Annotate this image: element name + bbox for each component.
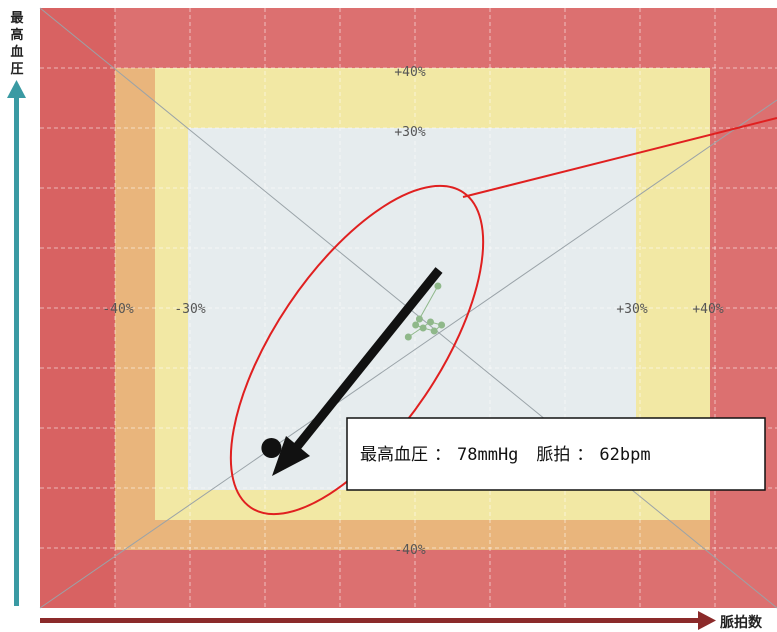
y-axis-bar	[14, 96, 19, 606]
label-right-30: +30%	[616, 302, 647, 317]
label-top-40: +40%	[394, 65, 425, 80]
data-point	[438, 321, 446, 329]
trend-arrow-head	[272, 436, 310, 476]
diagonal-2	[39, 99, 777, 609]
callout-pulse-label: 脈拍	[536, 445, 570, 465]
label-bottom-40: -40%	[394, 543, 425, 558]
current-reading-point	[261, 438, 282, 458]
label-left-30: -30%	[174, 302, 205, 317]
y-axis-arrowhead	[7, 80, 26, 98]
callout-pulse-value: 62bpm	[599, 445, 650, 465]
y-axis-label-char-2: 高	[10, 27, 23, 43]
data-point	[427, 318, 434, 326]
data-point	[419, 324, 427, 332]
callout-sep-2: ：	[576, 445, 593, 465]
x-axis-arrowhead	[698, 611, 716, 630]
data-point	[430, 327, 438, 335]
callout-connector	[462, 117, 777, 198]
x-axis-bar	[40, 618, 700, 623]
callout-box	[346, 417, 766, 491]
y-axis-label-char-4: 圧	[10, 62, 23, 77]
label-top-30: +30%	[394, 125, 425, 140]
y-axis-label-char-1: 最	[10, 11, 24, 26]
x-axis-label: 脈拍数	[720, 614, 763, 631]
callout-sep-1: ：	[434, 445, 451, 465]
callout-bp-value: 78mmHg	[457, 445, 518, 465]
trend-arrow-shaft	[292, 267, 443, 451]
label-left-40: -40%	[102, 302, 133, 317]
callout-text: 最高血圧 ： 78mmHg 脈拍 ： 62bpm	[360, 445, 651, 465]
label-right-40: +40%	[692, 302, 723, 317]
data-point	[434, 282, 442, 290]
grid-lines	[40, 8, 777, 608]
data-point	[404, 333, 412, 341]
callout-bp-label: 最高血圧	[360, 445, 428, 465]
y-axis-label: 最 高 血 圧	[10, 11, 24, 77]
highlight-ellipse	[229, 184, 485, 516]
data-points	[404, 282, 446, 341]
data-point	[412, 321, 420, 329]
data-point	[415, 315, 423, 323]
y-axis-label-char-3: 血	[10, 44, 23, 60]
